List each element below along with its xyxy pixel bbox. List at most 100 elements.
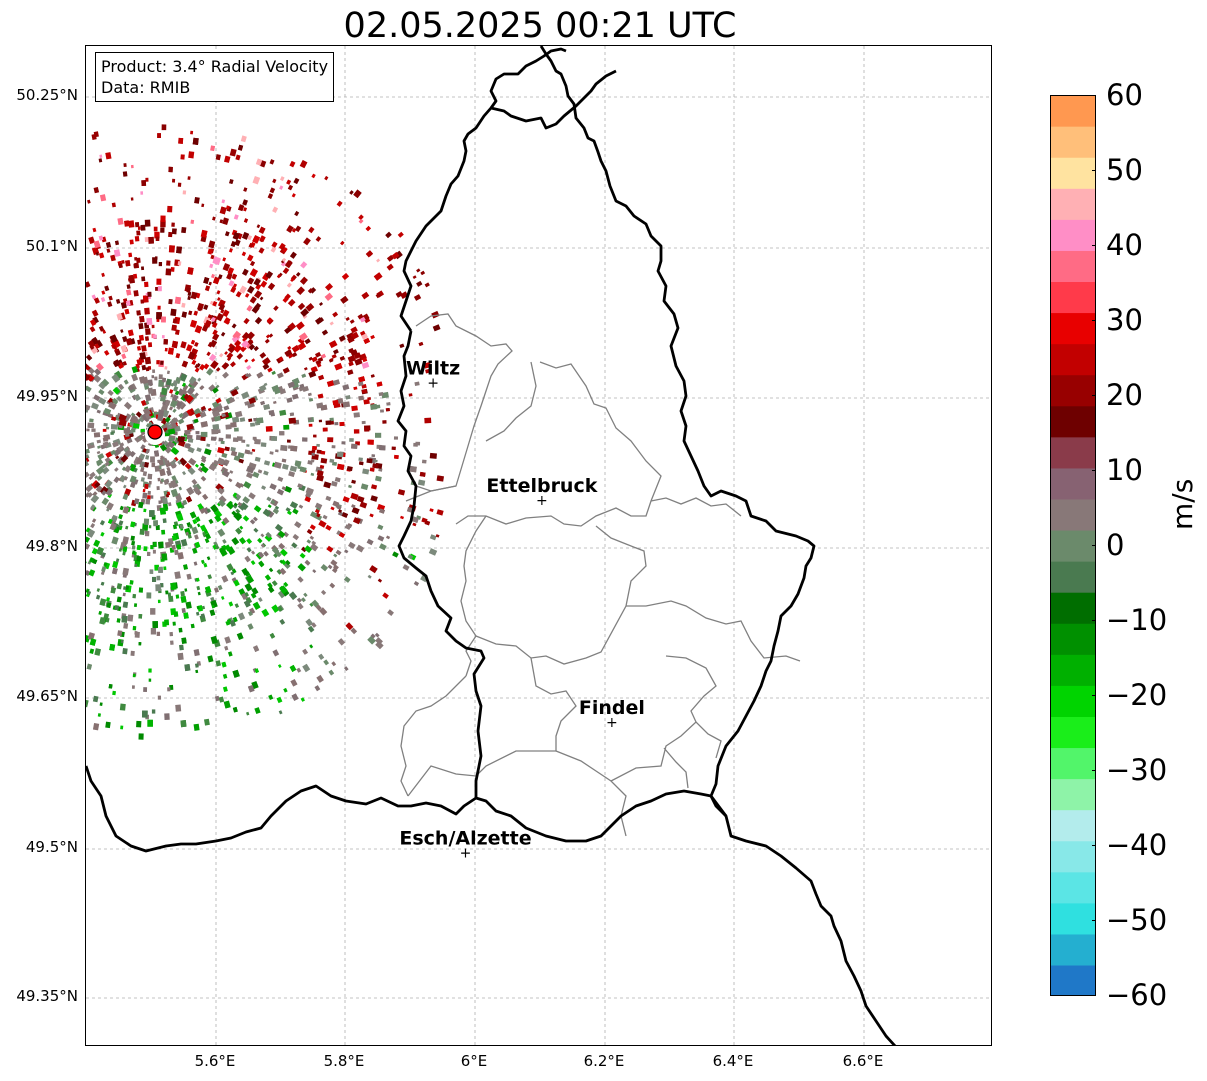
echo-pixel xyxy=(374,459,378,463)
echo-pixel xyxy=(142,407,152,417)
echo-pixel xyxy=(143,546,148,552)
echo-pixel xyxy=(256,371,264,379)
echo-pixel xyxy=(260,400,265,406)
echo-pixel xyxy=(177,418,185,425)
echo-pixel xyxy=(210,504,219,513)
echo-pixel xyxy=(436,475,445,482)
echo-pixel xyxy=(399,343,405,349)
echo-pixel xyxy=(253,346,259,352)
echo-pixel xyxy=(283,562,291,570)
echo-pixel xyxy=(359,330,366,336)
echo-pixel xyxy=(104,479,113,489)
echo-pixel xyxy=(412,522,417,527)
echo-pixel xyxy=(252,235,261,244)
echo-pixel xyxy=(141,412,150,422)
echo-pixel xyxy=(118,520,124,526)
echo-pixel xyxy=(86,543,91,550)
echo-pixel xyxy=(220,331,226,337)
echo-pixel xyxy=(177,436,185,443)
echo-pixel xyxy=(188,310,193,316)
echo-pixel xyxy=(101,490,107,496)
echo-pixel xyxy=(300,697,305,702)
echo-pixel xyxy=(423,361,432,369)
echo-pixel xyxy=(214,415,222,422)
echo-pixel xyxy=(377,578,383,583)
echo-pixel xyxy=(212,216,216,221)
echo-pixel xyxy=(172,325,177,331)
echo-pixel xyxy=(309,524,316,531)
echo-pixel xyxy=(338,335,346,342)
echo-pixel xyxy=(118,548,122,552)
echo-pixel xyxy=(317,357,324,363)
echo-pixel xyxy=(105,426,110,430)
echo-pixel xyxy=(105,488,114,497)
echo-pixel xyxy=(207,407,212,412)
echo-pixel xyxy=(431,310,440,319)
echo-pixel xyxy=(96,450,101,455)
echo-pixel xyxy=(147,379,153,386)
echo-pixel xyxy=(183,564,189,570)
echo-pixel xyxy=(300,597,306,603)
echo-pixel xyxy=(147,719,153,727)
echo-pixel xyxy=(211,333,220,341)
y-tick-label: 49.95°N xyxy=(16,387,78,405)
echo-pixel xyxy=(128,252,133,258)
echo-pixel xyxy=(299,276,308,285)
echo-pixel xyxy=(286,510,292,516)
echo-pixel xyxy=(344,524,351,530)
echo-pixel xyxy=(137,346,141,351)
echo-pixel xyxy=(260,280,268,288)
echo-pixel xyxy=(237,144,244,151)
echo-pixel xyxy=(311,622,317,628)
echo-pixel xyxy=(152,549,156,554)
echo-pixel xyxy=(192,408,202,417)
echo-pixel xyxy=(127,614,134,622)
colorbar-segment xyxy=(1050,561,1096,593)
echo-pixel xyxy=(194,342,199,347)
echo-pixel xyxy=(146,592,152,599)
echo-pixel xyxy=(392,551,399,558)
echo-pixel xyxy=(101,290,106,295)
echo-pixel xyxy=(170,393,175,398)
echo-pixel xyxy=(261,608,270,617)
echo-pixel xyxy=(203,277,210,284)
echo-pixel xyxy=(142,448,147,453)
echo-pixel xyxy=(144,462,149,468)
echo-pixel xyxy=(354,358,363,366)
colorbar-segment xyxy=(1050,840,1096,873)
colorbar-segment xyxy=(1050,654,1096,686)
echo-pixel xyxy=(146,367,150,371)
echo-pixel xyxy=(216,502,221,507)
echo-pixel xyxy=(180,389,188,397)
echo-pixel xyxy=(235,154,241,161)
echo-pixel xyxy=(89,638,97,646)
echo-pixel xyxy=(408,393,413,397)
product-label: Product: 3.4° Radial Velocity xyxy=(101,57,329,76)
map-panel[interactable]: + Wiltz + Ettelbruck + Findel + Esch/Alzette Pr… xyxy=(85,45,992,1046)
colorbar-tick-label: 10 xyxy=(1106,453,1143,487)
echo-pixel xyxy=(186,443,191,447)
echo-pixel xyxy=(248,492,256,500)
echo-pixel xyxy=(178,627,183,633)
echo-pixel xyxy=(232,330,242,340)
echo-pixel xyxy=(121,353,127,360)
echo-pixel xyxy=(276,274,281,279)
echo-pixel xyxy=(310,511,318,519)
echo-pixel xyxy=(391,251,400,260)
echo-pixel xyxy=(262,508,272,517)
echo-pixel xyxy=(320,404,328,411)
echo-pixel xyxy=(241,231,250,240)
echo-pixel xyxy=(351,506,360,515)
echo-pixel xyxy=(279,585,288,595)
echo-pixel xyxy=(304,338,311,345)
echo-pixel xyxy=(268,333,274,338)
echo-pixel xyxy=(103,407,112,415)
echo-pixel xyxy=(248,242,254,248)
echo-pixel xyxy=(217,297,221,302)
echo-pixel xyxy=(154,376,158,381)
echo-pixel xyxy=(92,227,97,233)
echo-pixel xyxy=(308,226,315,234)
echo-pixel xyxy=(328,669,335,676)
echo-pixel xyxy=(241,251,247,257)
echo-pixel xyxy=(221,661,227,668)
